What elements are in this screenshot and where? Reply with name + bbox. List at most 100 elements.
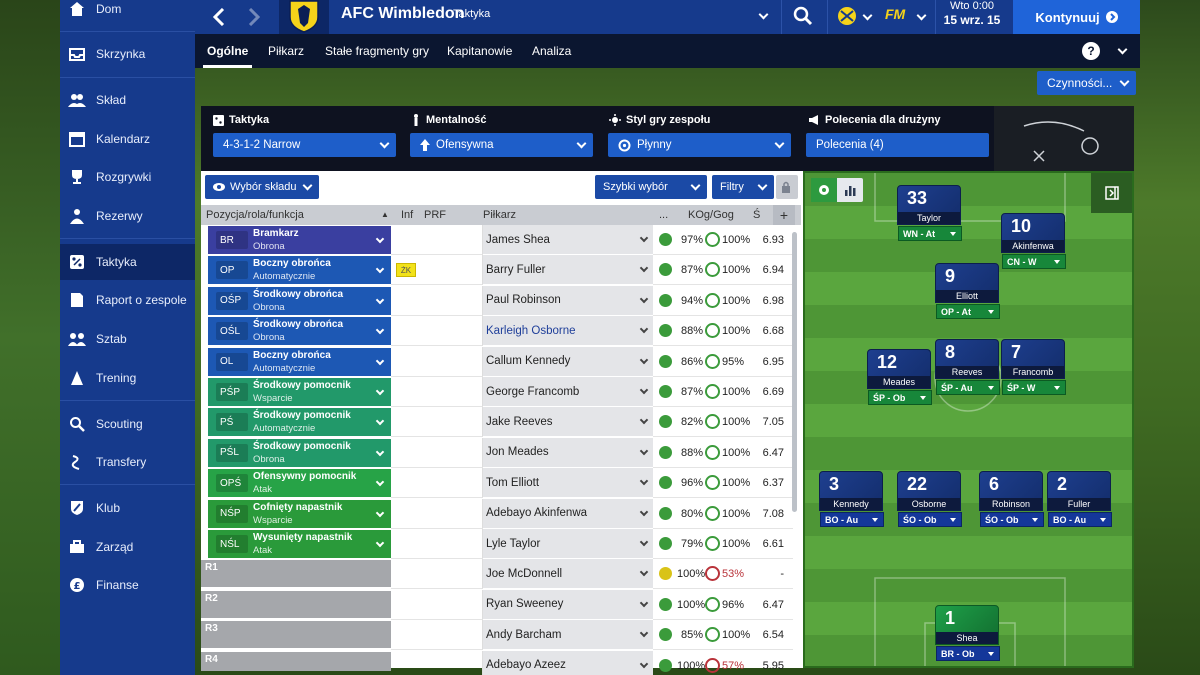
search-button[interactable]	[793, 6, 813, 29]
sidebar-item-finances[interactable]: £ Finanse	[60, 567, 195, 603]
player-selector[interactable]: Ryan Sweeney	[483, 589, 653, 620]
player-selector[interactable]: Adebayo Akinfenwa	[483, 498, 653, 529]
sidebar-item-calendar[interactable]: Kalendarz	[60, 121, 195, 157]
add-column-button[interactable]: +	[773, 205, 795, 225]
filters-button[interactable]: Filtry	[712, 175, 774, 199]
player-selector[interactable]: Andy Barcham	[483, 620, 653, 651]
stats-view-button[interactable]	[837, 178, 863, 202]
pitch-player-card[interactable]: 7 Francomb ŚP - W	[1001, 339, 1066, 395]
player-selector[interactable]: Karleigh Osborne	[483, 316, 653, 347]
forward-button[interactable]	[239, 0, 269, 34]
mentality-dropdown[interactable]: Ofensywna	[410, 133, 593, 157]
table-row[interactable]: PŚ Środkowy pomocnik Automatycznie Jake …	[201, 407, 801, 438]
column-more[interactable]: ...	[659, 209, 669, 221]
style-dropdown[interactable]: Płynny	[608, 133, 791, 157]
table-scrollbar[interactable]	[792, 232, 797, 512]
role-dropdown[interactable]: BR - Ob	[936, 646, 1000, 661]
role-dropdown[interactable]: CN - W	[1002, 254, 1066, 269]
table-row[interactable]: NŚL Wysunięty napastnik Atak Lyle Taylor…	[201, 529, 801, 559]
tactic-dropdown[interactable]: 4-3-1-2 Narrow	[213, 133, 396, 157]
sidebar-item-squad[interactable]: Skład	[60, 82, 195, 118]
reserve-slot[interactable]: R3	[201, 621, 391, 649]
table-row[interactable]: PŚP Środkowy pomocnik Wsparcie George Fr…	[201, 377, 801, 407]
sidebar-item-transfers[interactable]: Transfery	[60, 444, 195, 480]
collapse-panel-button[interactable]	[1091, 173, 1132, 213]
role-dropdown[interactable]: ŚO - Ob	[980, 512, 1044, 527]
role-selector[interactable]: NŚP Cofnięty napastnik Wsparcie	[208, 499, 391, 528]
reserve-slot[interactable]: R4	[201, 651, 391, 671]
role-dropdown[interactable]: BO - Au	[820, 512, 884, 527]
role-dropdown[interactable]: ŚO - Ob	[898, 512, 962, 527]
tab-analysis[interactable]: Analiza	[532, 44, 572, 58]
column-kog[interactable]: KOg/Gog	[688, 209, 734, 221]
table-row[interactable]: OPŚ Ofensywny pomocnik Atak Tom Elliott …	[201, 468, 801, 499]
sidebar-item-reserves[interactable]: Rezerwy	[60, 198, 195, 234]
table-row[interactable]: OL Boczny obrońca Automatycznie Callum K…	[201, 346, 801, 377]
table-row[interactable]: R1 Joe McDonnell 100% 53% -	[201, 559, 801, 590]
role-selector[interactable]: PŚP Środkowy pomocnik Wsparcie	[208, 378, 391, 406]
actions-button[interactable]: Czynności...	[1037, 71, 1136, 95]
back-button[interactable]	[201, 0, 237, 34]
column-rating[interactable]: Ś	[753, 209, 761, 221]
role-dropdown[interactable]: BO - Au	[1048, 512, 1112, 527]
table-row[interactable]: R2 Ryan Sweeney 100% 96% 6.47	[201, 589, 801, 620]
sidebar-item-team-report[interactable]: Raport o zespole	[60, 282, 195, 318]
continue-button[interactable]: Kontynuuj	[1013, 0, 1140, 34]
player-selector[interactable]: Barry Fuller	[483, 255, 653, 286]
role-dropdown[interactable]: OP - At	[936, 304, 1000, 319]
quick-pick-button[interactable]: Szybki wybór	[595, 175, 707, 199]
role-dropdown[interactable]: ŚP - Au	[936, 380, 1000, 395]
table-row[interactable]: OP Boczny obrońca Automatycznie ŻK Barry …	[201, 255, 801, 286]
pitch-player-card[interactable]: 33 Taylor WN - At	[897, 185, 962, 241]
pitch-player-card[interactable]: 10 Akinfenwa CN - W	[1001, 213, 1066, 269]
player-selector[interactable]: Lyle Taylor	[483, 529, 653, 559]
role-selector[interactable]: NŚL Wysunięty napastnik Atak	[208, 530, 391, 558]
pitch-player-card[interactable]: 6 Robinson ŚO - Ob	[979, 471, 1044, 527]
role-selector[interactable]: PŚ Środkowy pomocnik Automatycznie	[208, 408, 391, 437]
lock-button[interactable]	[776, 175, 798, 199]
table-row[interactable]: R4 Adebayo Azeez 100% 57% 5.95	[201, 650, 801, 675]
player-selector[interactable]: Callum Kennedy	[483, 346, 653, 377]
pitch-player-card[interactable]: 2 Fuller BO - Au	[1047, 471, 1112, 527]
player-selector[interactable]: George Francomb	[483, 377, 653, 407]
role-dropdown[interactable]: WN - At	[898, 226, 962, 241]
sidebar-item-club[interactable]: Klub	[60, 490, 195, 526]
column-position[interactable]: Pozycja/rola/funkcja	[206, 209, 304, 221]
sidebar-item-home[interactable]: Dom	[60, 0, 195, 27]
tab-player[interactable]: Piłkarz	[268, 44, 305, 58]
squad-selection-button[interactable]: Wybór składu	[205, 175, 319, 199]
role-selector[interactable]: BR Bramkarz Obrona	[208, 226, 391, 254]
sidebar-item-board[interactable]: Zarząd	[60, 529, 195, 565]
player-selector[interactable]: Tom Elliott	[483, 468, 653, 499]
pitch-player-card[interactable]: 12 Meades ŚP - Ob	[867, 349, 932, 405]
player-selector[interactable]: Joe McDonnell	[483, 559, 653, 590]
fm-menu-button[interactable]: FM	[885, 6, 929, 28]
pitch-view-button[interactable]	[811, 178, 837, 202]
player-selector[interactable]: James Shea	[483, 225, 653, 255]
column-prf[interactable]: PRF	[424, 209, 446, 221]
reserve-slot[interactable]: R2	[201, 590, 391, 618]
pitch-player-card[interactable]: 22 Osborne ŚO - Ob	[897, 471, 962, 527]
chevron-down-icon[interactable]	[1117, 44, 1128, 55]
tab-set-pieces[interactable]: Stałe fragmenty gry	[325, 44, 430, 58]
help-icon[interactable]: ?	[1082, 42, 1100, 60]
role-selector[interactable]: OŚP Środkowy obrońca Obrona	[208, 286, 391, 315]
table-row[interactable]: OŚP Środkowy obrońca Obrona Paul Robinso…	[201, 285, 801, 316]
table-row[interactable]: BR Bramkarz Obrona James Shea 97% 100% 6…	[201, 225, 801, 255]
sidebar-item-competitions[interactable]: Rozgrywki	[60, 159, 195, 195]
pitch-player-card[interactable]: 1 Shea BR - Ob	[935, 605, 1000, 661]
role-selector[interactable]: OPŚ Ofensywny pomocnik Atak	[208, 469, 391, 498]
pitch-player-card[interactable]: 9 Elliott OP - At	[935, 263, 1000, 319]
player-selector[interactable]: Jake Reeves	[483, 407, 653, 438]
sidebar-item-inbox[interactable]: Skrzynka	[60, 36, 195, 72]
tab-general[interactable]: Ogólne	[203, 34, 253, 68]
table-row[interactable]: PŚL Środkowy pomocnik Obrona Jon Meades …	[201, 437, 801, 468]
table-row[interactable]: R3 Andy Barcham 85% 100% 6.54	[201, 620, 801, 651]
pitch-player-card[interactable]: 8 Reeves ŚP - Au	[935, 339, 1000, 395]
table-row[interactable]: OŚL Środkowy obrońca Obrona Karleigh Osb…	[201, 316, 801, 347]
reserve-slot[interactable]: R1	[201, 560, 391, 588]
instructions-button[interactable]: Polecenia (4)	[806, 133, 989, 157]
column-player[interactable]: Piłkarz	[483, 209, 517, 221]
role-dropdown[interactable]: ŚP - Ob	[868, 390, 932, 405]
player-selector[interactable]: Paul Robinson	[483, 285, 653, 316]
